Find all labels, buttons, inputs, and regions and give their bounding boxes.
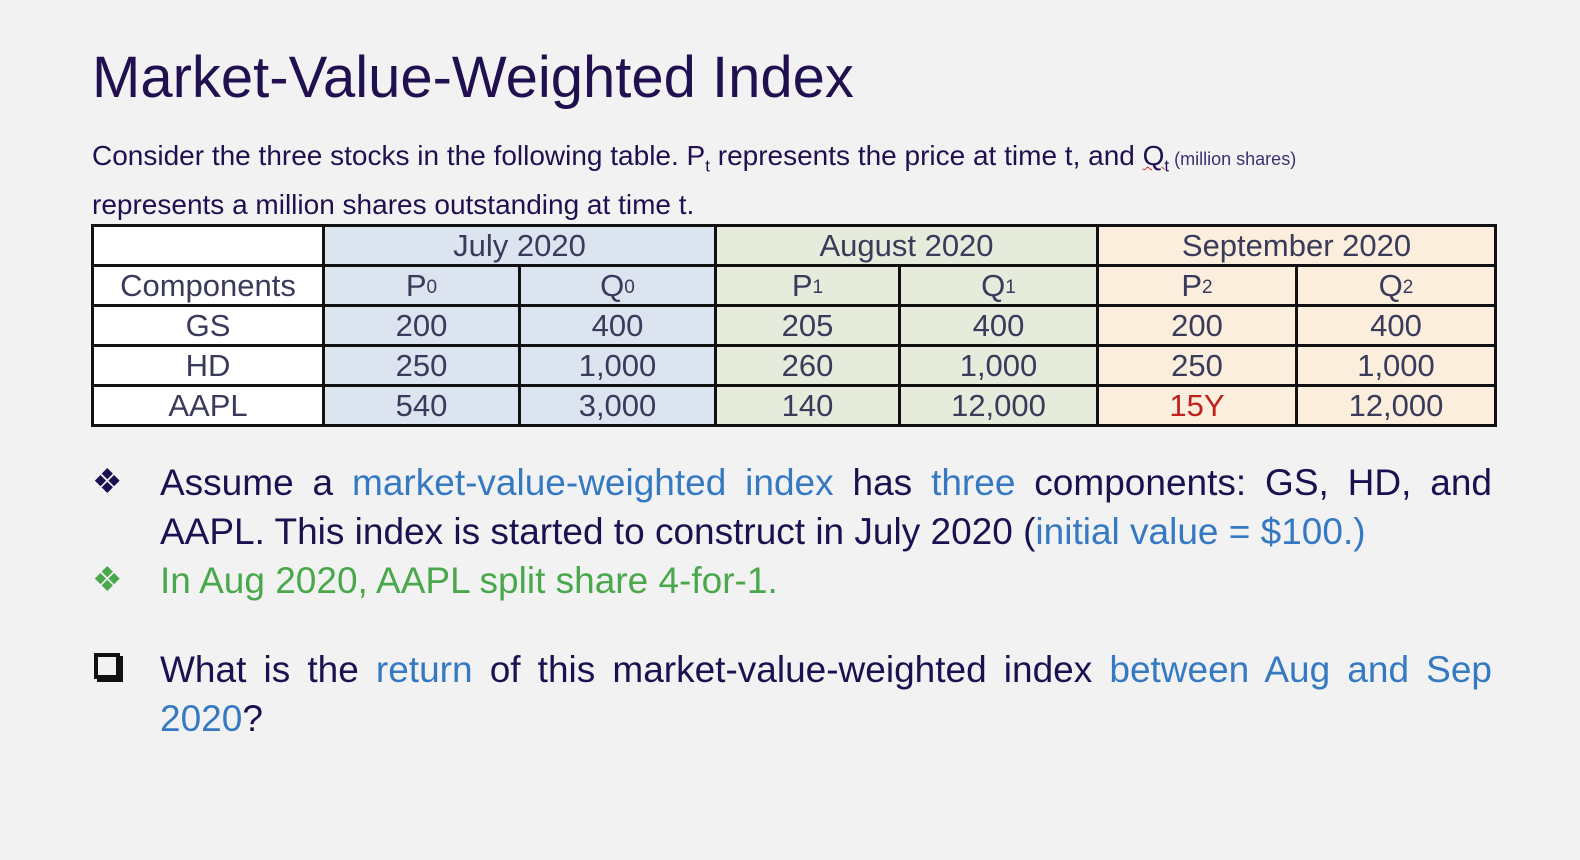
subheader-p1: P1	[714, 264, 901, 307]
bullet2-text: In Aug 2020, AAPL split share 4-for-1.	[160, 560, 778, 601]
question-highlight-return: return	[375, 649, 473, 690]
table-cell: 400	[898, 304, 1099, 347]
components-header: Components	[91, 264, 325, 307]
table-row: GS 200 400 205 400 200 400	[91, 304, 1497, 347]
million-shares-note: (million shares)	[1169, 149, 1297, 169]
table-cell: 260	[714, 344, 901, 387]
table-row: HD 250 1,000 260 1,000 250 1,000	[91, 344, 1497, 387]
intro-part3: represents a million shares outstanding …	[92, 188, 695, 220]
subheader-row: Components P0 Q0 P1 Q1 P2 Q2	[91, 264, 1497, 307]
bullet-split: ❖ In Aug 2020, AAPL split share 4-for-1.	[92, 556, 1492, 605]
q-letter: Q	[1142, 140, 1165, 171]
checkbox-square-icon	[94, 653, 120, 679]
month-august: August 2020	[714, 224, 1099, 267]
intro-part2: represents the price at time t, and	[709, 140, 1143, 171]
question: What is the return of this market-value-…	[92, 645, 1492, 743]
row-label-hd: HD	[91, 344, 325, 387]
subheader-p0: P0	[322, 264, 521, 307]
price-subscript: t	[705, 156, 710, 176]
intro-part1: Consider the three stocks in the followi…	[92, 140, 706, 171]
table-cell: 400	[1295, 304, 1497, 347]
table-cell: 250	[322, 344, 521, 387]
question-text3: of this market-value-weighted index	[472, 649, 1110, 690]
question-text1: What is the	[160, 649, 376, 690]
table-cell: 3,000	[518, 384, 717, 427]
bullet-assumption: ❖ Assume a market-value-weighted index h…	[92, 458, 1492, 556]
bullet1-text5: components: GS, HD, and AAPL. This index…	[160, 462, 1493, 552]
question-highlight-period: between Aug and Sep 2020	[160, 649, 1493, 739]
table-cell: 1,000	[518, 344, 717, 387]
table-cell: 12,000	[898, 384, 1099, 427]
table-cell: 1,000	[1295, 344, 1497, 387]
subheader-q1: Q1	[898, 264, 1099, 307]
bullet1-highlight-three: three	[931, 462, 1016, 503]
quantity-subscript: t	[1164, 156, 1170, 176]
subheader-q0: Q0	[518, 264, 717, 307]
table-cell: 200	[1096, 304, 1298, 347]
table-cell: 1,000	[898, 344, 1099, 387]
subheader-q2: Q2	[1295, 264, 1497, 307]
month-july: July 2020	[322, 224, 717, 267]
table-cell: 250	[1096, 344, 1298, 387]
intro-text: Consider the three stocks in the followi…	[92, 137, 1512, 224]
row-label-gs: GS	[91, 304, 325, 347]
bullet-list: ❖ Assume a market-value-weighted index h…	[92, 458, 1492, 743]
month-september: September 2020	[1096, 224, 1497, 267]
q-symbol: Qt	[1142, 140, 1170, 176]
bullet1-highlight-initial-value: initial value = $100.)	[1035, 511, 1366, 552]
table-cell: 540	[322, 384, 521, 427]
table-cell: 12,000	[1295, 384, 1497, 427]
month-header-row: July 2020 August 2020 September 2020	[91, 224, 1497, 267]
stock-table: July 2020 August 2020 September 2020 Com…	[91, 224, 1497, 427]
bullet1-text1: Assume a	[160, 462, 353, 503]
table-cell: 200	[322, 304, 521, 347]
subheader-p2: P2	[1096, 264, 1298, 307]
diamond-bullet-icon: ❖	[92, 561, 123, 599]
table-cell-highlighted: 15Y	[1096, 384, 1298, 427]
page-title: Market-Value-Weighted Index	[92, 45, 854, 110]
question-text5: ?	[242, 698, 263, 739]
table-row: AAPL 540 3,000 140 12,000 15Y 12,000	[91, 384, 1497, 427]
blank-header-cell	[91, 224, 325, 267]
row-label-aapl: AAPL	[91, 384, 325, 427]
table-cell: 205	[714, 304, 901, 347]
diamond-bullet-icon: ❖	[92, 463, 123, 501]
table-cell: 140	[714, 384, 901, 427]
bullet1-text3: has	[833, 462, 932, 503]
table-cell: 400	[518, 304, 717, 347]
bullet1-highlight-index: market-value-weighted index	[352, 462, 834, 503]
